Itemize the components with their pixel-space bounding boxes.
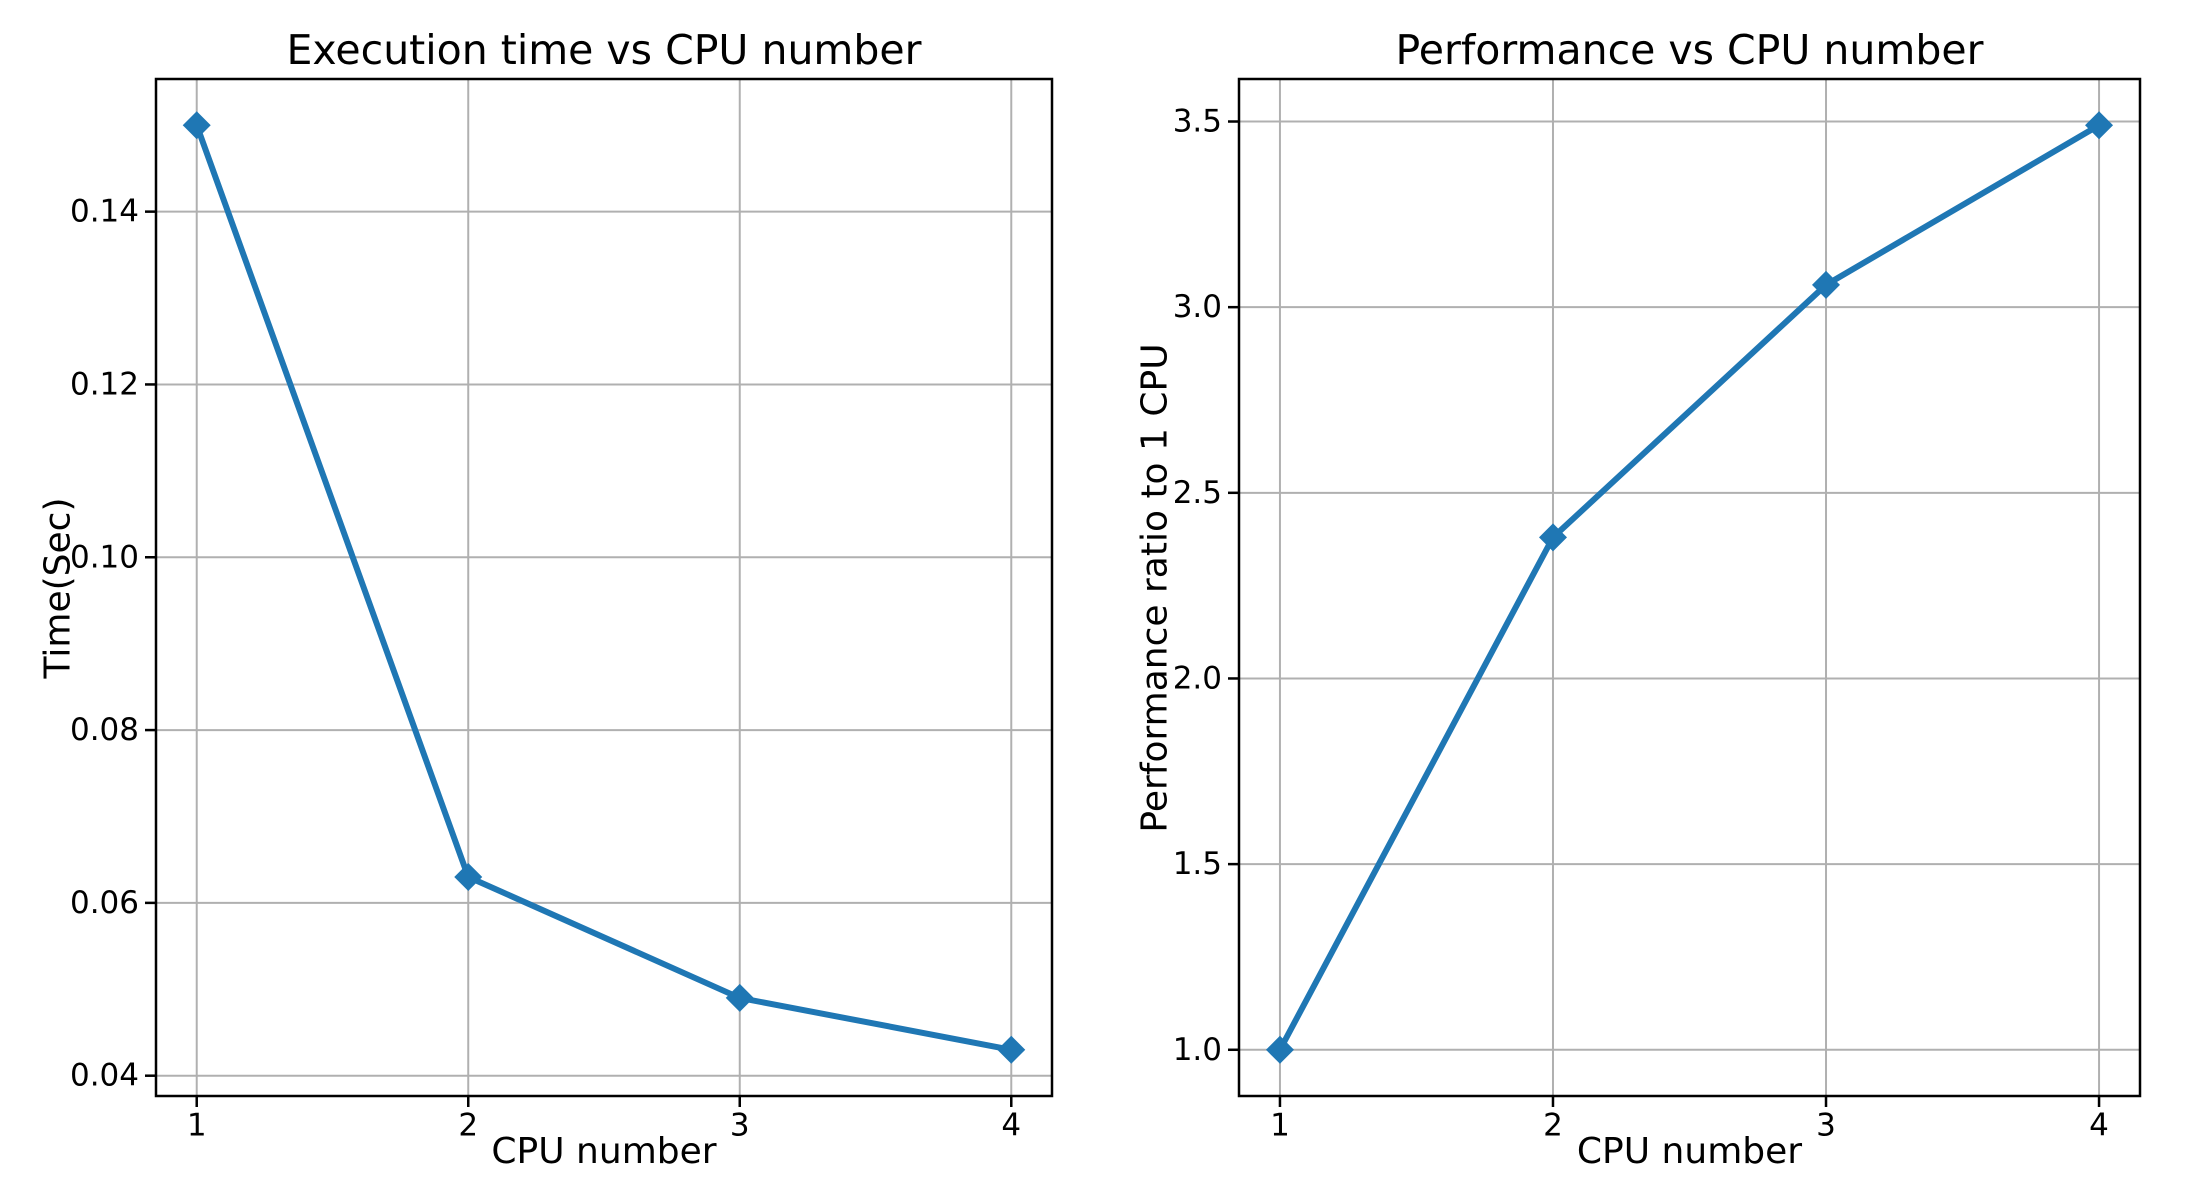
chart-title-performance: Performance vs CPU number	[1395, 26, 1984, 74]
y-tick-label: 1.5	[1173, 846, 1222, 882]
axis-ticks: 1 2 3 4 0.04 0.06 0.08 0.10 0.12 0.14	[70, 194, 1021, 1144]
y-tick-label: 0.06	[70, 885, 139, 921]
y-tick-label: 0.12	[70, 366, 139, 402]
y-tick-label: 1.0	[1173, 1032, 1222, 1068]
data-line-performance-ratio	[1276, 122, 2103, 1053]
data-point-marker	[1265, 1035, 1294, 1064]
x-tick-label: 3	[1816, 1107, 1836, 1143]
gridlines	[1239, 79, 2140, 1096]
chart-title-execution-time: Execution time vs CPU number	[286, 26, 922, 74]
x-axis-label-execution-time: CPU number	[491, 1131, 717, 1172]
data-point-marker	[1538, 523, 1567, 552]
x-tick-label: 3	[730, 1107, 750, 1143]
y-axis-label-execution-time: Time(Sec)	[37, 497, 79, 679]
gridlines	[156, 79, 1052, 1096]
x-axis-label-performance: CPU number	[1576, 1131, 1803, 1172]
y-tick-label: 3.0	[1173, 289, 1222, 325]
x-tick-label: 1	[1270, 1107, 1290, 1143]
data-line-execution-time	[193, 122, 1015, 1053]
y-tick-label: 0.14	[70, 194, 139, 230]
y-tick-label: 0.04	[70, 1058, 139, 1094]
data-point-marker	[182, 111, 211, 140]
data-point-marker	[997, 1035, 1026, 1064]
y-tick-label: 0.08	[70, 712, 139, 748]
plot-border	[154, 77, 1054, 1098]
x-tick-label: 2	[1543, 1107, 1563, 1143]
y-tick-label: 0.10	[70, 539, 139, 575]
data-point-marker	[1812, 270, 1841, 299]
axis-ticks: 1 2 3 4 1.0 1.5 2.0 2.5 3.0 3.5	[1173, 104, 2109, 1144]
data-point-marker	[2085, 111, 2114, 140]
x-tick-label: 4	[2089, 1107, 2109, 1143]
x-tick-label: 1	[187, 1107, 207, 1143]
x-tick-label: 2	[458, 1107, 478, 1143]
plot-area-execution-time: 1 2 3 4 0.04 0.06 0.08 0.10 0.12 0.14	[70, 77, 1054, 1144]
y-tick-label: 2.0	[1173, 660, 1222, 696]
x-tick-label: 4	[1001, 1107, 1021, 1143]
data-markers-execution-time	[182, 111, 1026, 1064]
y-tick-label: 3.5	[1173, 104, 1222, 140]
data-point-marker	[725, 983, 754, 1012]
plot-border	[1237, 77, 2142, 1098]
data-point-marker	[454, 862, 483, 891]
data-markers-performance-ratio	[1265, 111, 2114, 1064]
y-axis-label-performance: Performance ratio to 1 CPU	[1134, 343, 1176, 833]
y-tick-label: 2.5	[1173, 475, 1222, 511]
plot-area-performance-ratio: 1 2 3 4 1.0 1.5 2.0 2.5 3.0 3.5	[1173, 77, 2142, 1144]
